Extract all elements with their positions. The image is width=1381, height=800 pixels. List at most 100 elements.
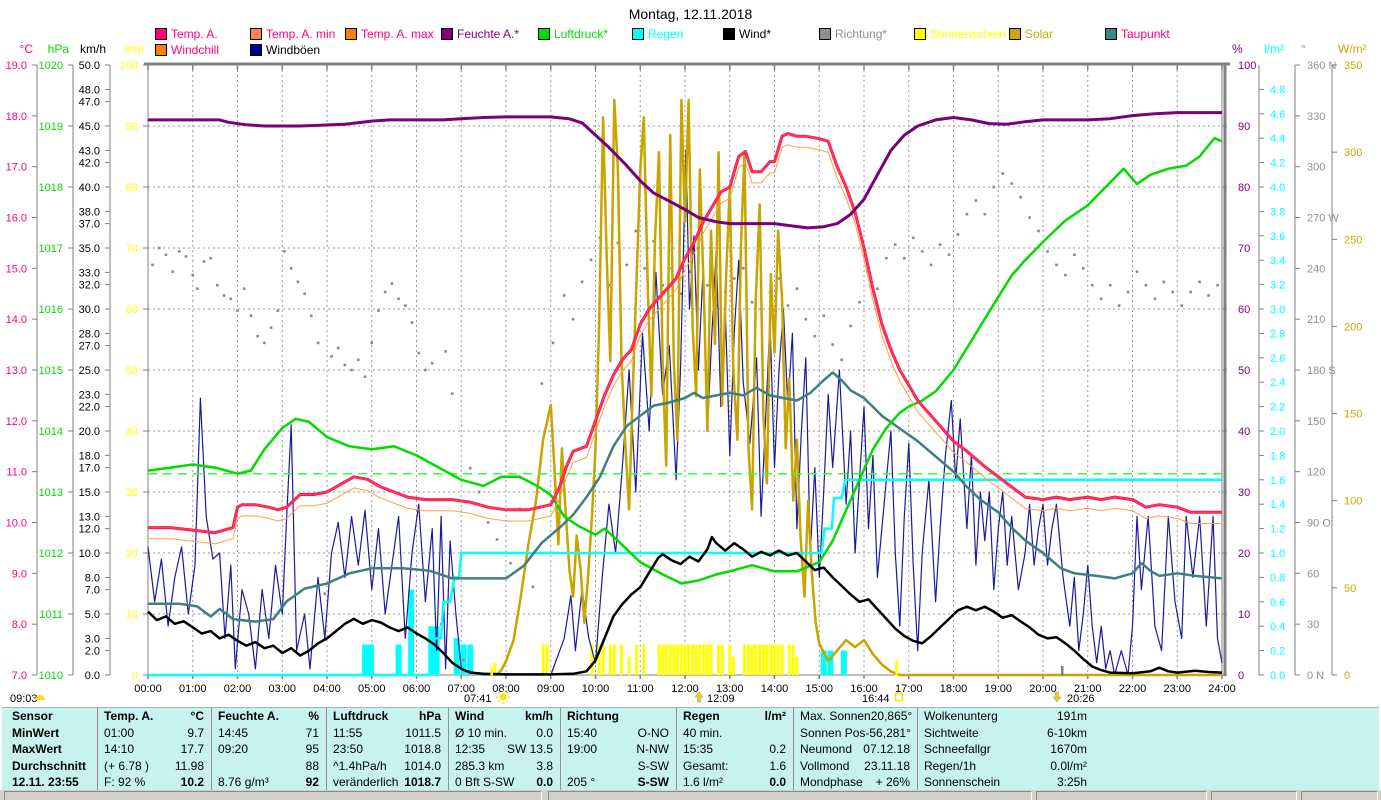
stat-label: Ø 10 min. [455, 725, 508, 740]
svg-text:3.6: 3.6 [1270, 231, 1285, 243]
series-temp [148, 132, 1222, 534]
svg-text:8.0: 8.0 [85, 572, 100, 584]
astro-annotations: 09:03 07:41 12:09 16:44 20:26 [10, 660, 1095, 705]
stat-label: 15:40 [567, 725, 598, 740]
svg-text:360 N: 360 N [1307, 60, 1336, 72]
stat-label: 23:50 [333, 742, 364, 756]
status-bar-segment [548, 791, 1032, 800]
svg-text:17.0: 17.0 [79, 463, 100, 475]
svg-text:1019: 1019 [39, 121, 63, 133]
svg-text:12.0: 12.0 [6, 416, 27, 428]
svg-text:1018: 1018 [39, 182, 63, 194]
legend-item-temp-a-min: Temp. A. min [250, 27, 335, 41]
svg-text:06:00: 06:00 [403, 683, 431, 695]
stat-label: 1.6 l/m² [683, 775, 724, 789]
column-header: Richtung [567, 709, 619, 723]
sensor-column-feuchte-a-: Feuchte A.% 14:45 71 09:20 95 88 8.76 g/m³ 92 [210, 708, 325, 791]
stat-label: 14:45 [218, 725, 249, 740]
svg-text:4.8: 4.8 [1270, 84, 1285, 96]
stat-label: 285.3 km [455, 758, 505, 773]
svg-text:2.0: 2.0 [1270, 426, 1285, 438]
svg-text:50: 50 [1344, 583, 1356, 595]
svg-text:10: 10 [126, 609, 138, 621]
svg-text:47.0: 47.0 [79, 97, 100, 109]
svg-text:13.0: 13.0 [79, 511, 100, 523]
svg-text:02:00: 02:00 [224, 683, 252, 695]
svg-text:7.0: 7.0 [85, 585, 100, 597]
svg-text:38.0: 38.0 [79, 206, 100, 218]
svg-text:2.2: 2.2 [1270, 402, 1285, 414]
stat-label: 40 min. [683, 725, 723, 740]
stat-value: 88 [305, 758, 319, 773]
legend-item-sonnenschein: Sonnenschein [914, 27, 1006, 41]
status-bar-segment [1301, 791, 1378, 800]
moonrise-time: 12:09 [694, 691, 735, 705]
legend-color-swatch [250, 28, 262, 40]
legend-item-windb-en: Windböen [250, 43, 320, 57]
stat-value: 11.98 [174, 758, 204, 773]
svg-text:11:00: 11:00 [627, 683, 654, 695]
stat-label: 01:00 [104, 725, 135, 740]
svg-text:9.0: 9.0 [12, 568, 27, 580]
svg-text:20: 20 [1238, 548, 1250, 560]
stat-label: 8.76 g/m³ [218, 775, 269, 789]
legend-label: Feuchte A.* [457, 27, 520, 41]
svg-text:35.0: 35.0 [79, 243, 100, 255]
legend-label: Wind* [739, 27, 772, 41]
stat-label: 205 ° [567, 775, 596, 789]
row-header: Sensor [12, 709, 53, 723]
info-label: Sonnenschein [924, 775, 1001, 789]
stats-table: Sensor MinWert MaxWert Durchschnitt 12.11. 2… [2, 707, 1379, 791]
svg-text:21:00: 21:00 [1074, 683, 1102, 695]
info-label: Wolkenunterg [924, 709, 998, 723]
stat-value: N-NW [636, 742, 669, 756]
legend-item-regen: Regen [632, 27, 683, 41]
status-bar-segment [1036, 791, 1207, 800]
legend-item-temp-a-max: Temp. A. max [345, 27, 434, 41]
info-value: + 26% [875, 775, 910, 789]
svg-text:30.0: 30.0 [79, 304, 100, 316]
row-header: MaxWert [12, 742, 62, 756]
svg-text:°C: °C [20, 42, 34, 56]
svg-text:60: 60 [126, 304, 138, 316]
stat-value: 71 [305, 725, 319, 740]
stat-value: 0.2 [769, 742, 786, 756]
svg-text:5.0: 5.0 [85, 609, 100, 621]
svg-text:270 W: 270 W [1307, 213, 1339, 225]
legend-color-swatch [819, 28, 831, 40]
svg-text:1017: 1017 [39, 243, 63, 255]
svg-text:20.0: 20.0 [79, 426, 100, 438]
sunset-time: 16:44 [862, 660, 904, 705]
svg-text:15:00: 15:00 [805, 683, 833, 695]
svg-text:1011: 1011 [39, 609, 63, 621]
series [147, 98, 1223, 677]
svg-text:1.4: 1.4 [1270, 499, 1285, 511]
legend-item-feuchte-a-: Feuchte A.* [441, 27, 519, 41]
svg-text:08:00: 08:00 [492, 683, 520, 695]
legend-color-swatch [538, 28, 550, 40]
svg-text:12.0: 12.0 [79, 524, 100, 536]
svg-text:W/m²: W/m² [1338, 42, 1367, 56]
stat-value: 1018.8 [404, 742, 441, 756]
legend-item-temp-a-: Temp. A. [155, 27, 218, 41]
legend-label: Solar [1025, 27, 1054, 41]
stat-value: 92 [305, 775, 319, 789]
info-column-2: Wolkenunterg 191m Sichtweite 6-10km Schneefa… [916, 708, 1093, 791]
svg-text:7.0: 7.0 [12, 670, 27, 682]
svg-text:40: 40 [1238, 426, 1250, 438]
svg-text:150: 150 [1344, 409, 1362, 421]
svg-text:43.0: 43.0 [79, 145, 100, 157]
svg-text:11.0: 11.0 [6, 467, 27, 479]
legend-item-windchill: Windchill [155, 43, 219, 57]
svg-text:1015: 1015 [39, 365, 63, 377]
column-header: Luftdruck [333, 709, 389, 723]
legend-color-swatch [250, 44, 262, 56]
series-feuchte [148, 111, 1222, 230]
column-unit: % [308, 709, 319, 723]
column-header: Temp. A. [104, 709, 154, 723]
legend-color-swatch [155, 28, 167, 40]
stat-value: 0.0 [769, 775, 786, 789]
svg-text:300: 300 [1344, 147, 1362, 159]
